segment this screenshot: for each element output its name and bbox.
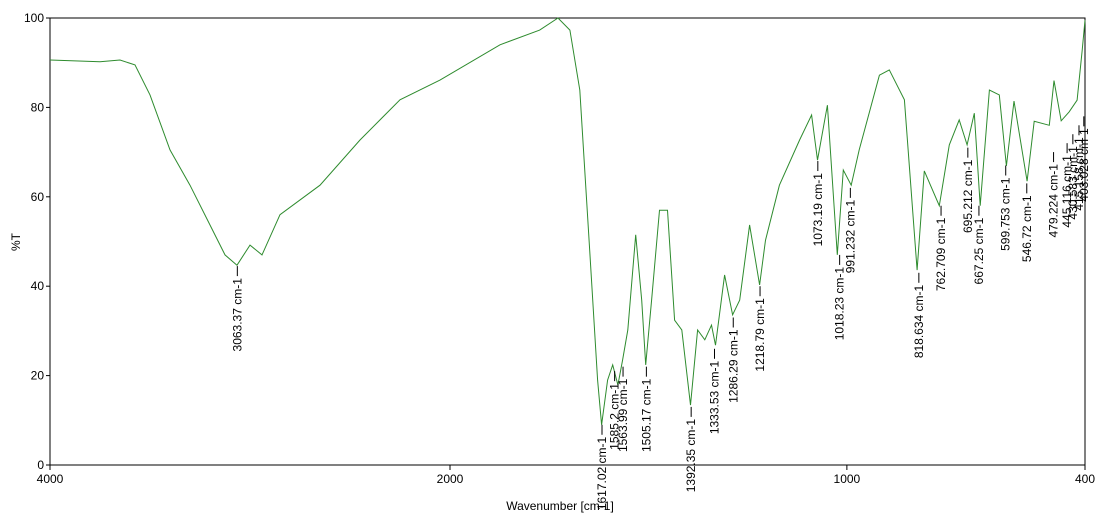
x-tick-label: 2000 [437,472,464,486]
peak-label: 695.212 cm-1 [961,159,975,233]
peak-label: 403.028 cm-1 [1077,128,1091,202]
y-tick-label: 100 [24,11,44,25]
peak-label: 1617.02 cm-1 [595,436,609,510]
peak-label: 1563.99 cm-1 [616,378,630,452]
peak-label: 1585.2 cm-1 [608,383,622,450]
peak-label: 3063.37 cm-1 [230,278,244,352]
y-tick-label: 60 [31,190,45,204]
peak-label: 415.158 cm-1 [1072,137,1086,211]
peak-label: 1286.29 cm-1 [726,329,740,403]
peak-label: 991.232 cm-1 [843,200,857,274]
y-tick-label: 40 [31,279,45,293]
x-tick-label: 400 [1075,472,1095,486]
x-tick-label: 4000 [37,472,64,486]
peak-label: 1392.35 cm-1 [684,419,698,493]
peak-label: 430.583 cm-1 [1066,146,1080,220]
peak-label: 818.634 cm-1 [912,284,926,358]
peak-label: 546.72 cm-1 [1020,195,1034,262]
peak-label: 667.25 cm-1 [972,217,986,284]
y-axis-label: %T [9,232,23,251]
peak-label: 479.224 cm-1 [1047,164,1061,238]
peak-label: 1073.19 cm-1 [811,173,825,247]
x-axis-label: Wavenumber [cm-1] [506,499,614,513]
peak-label: 1505.17 cm-1 [639,378,653,452]
x-tick-label: 1000 [834,472,861,486]
peak-label: 762.709 cm-1 [934,217,948,291]
peak-label: 1018.23 cm-1 [833,267,847,341]
peak-label: 1218.79 cm-1 [753,298,767,372]
peak-label: 1333.53 cm-1 [708,360,722,434]
plot-frame [49,17,1086,466]
peak-label: 445.116 cm-1 [1060,155,1074,228]
spectrum-line [49,17,1086,425]
y-tick-label: 0 [37,458,44,472]
peak-label: 599.753 cm-1 [999,177,1013,251]
y-tick-label: 80 [31,100,45,114]
y-tick-label: 20 [31,369,45,383]
